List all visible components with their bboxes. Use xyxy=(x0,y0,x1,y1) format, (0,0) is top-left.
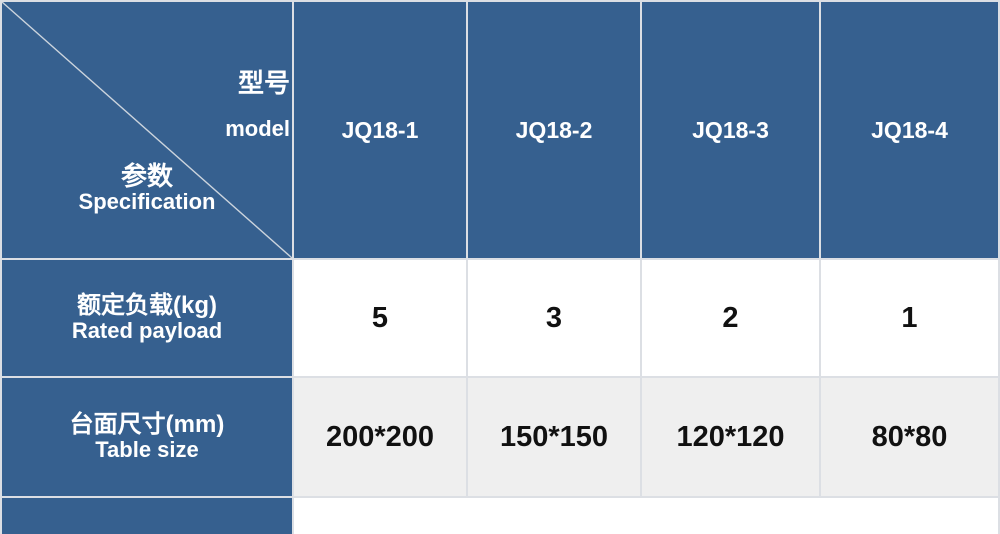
corner-specification-label: 参数 Specification xyxy=(2,161,292,214)
row-label-rated-payload-zh: 额定负载(kg) xyxy=(77,292,217,319)
rated-payload-value-jq18-4: 1 xyxy=(821,260,998,376)
rated-payload-value-jq18-1: 5 xyxy=(294,260,466,376)
corner-specification-zh: 参数 xyxy=(120,161,173,191)
corner-model-zh: 型号 xyxy=(237,68,290,98)
column-header-jq18-1: JQ18-1 xyxy=(294,2,466,258)
row-label-cutoff xyxy=(2,498,292,534)
row-label-rated-payload: 额定负载(kg) Rated payload xyxy=(2,260,292,376)
rated-payload-value-jq18-2: 3 xyxy=(468,260,640,376)
column-header-jq18-3: JQ18-3 xyxy=(642,2,819,258)
column-header-jq18-4: JQ18-4 xyxy=(821,2,998,258)
rated-payload-value-jq18-3: 2 xyxy=(642,260,819,376)
corner-header-cell: 型号 model 参数 Specification xyxy=(2,2,292,258)
table-size-value-jq18-4: 80*80 xyxy=(821,378,998,496)
corner-specification-en: Specification xyxy=(78,189,216,214)
column-header-jq18-2: JQ18-2 xyxy=(468,2,640,258)
row-label-rated-payload-en: Rated payload xyxy=(71,318,223,343)
table-size-value-jq18-3: 120*120 xyxy=(642,378,819,496)
row-values-cutoff xyxy=(294,498,998,534)
row-label-table-size-en: Table size xyxy=(95,437,199,462)
table-size-value-jq18-2: 150*150 xyxy=(468,378,640,496)
table-size-value-jq18-1: 200*200 xyxy=(294,378,466,496)
row-label-table-size-zh: 台面尺寸(mm) xyxy=(69,411,225,438)
corner-model-en: model xyxy=(225,116,290,141)
row-label-table-size: 台面尺寸(mm) Table size xyxy=(2,378,292,496)
diagonal-divider-line xyxy=(2,2,292,258)
corner-model-label: 型号 model xyxy=(225,60,290,152)
